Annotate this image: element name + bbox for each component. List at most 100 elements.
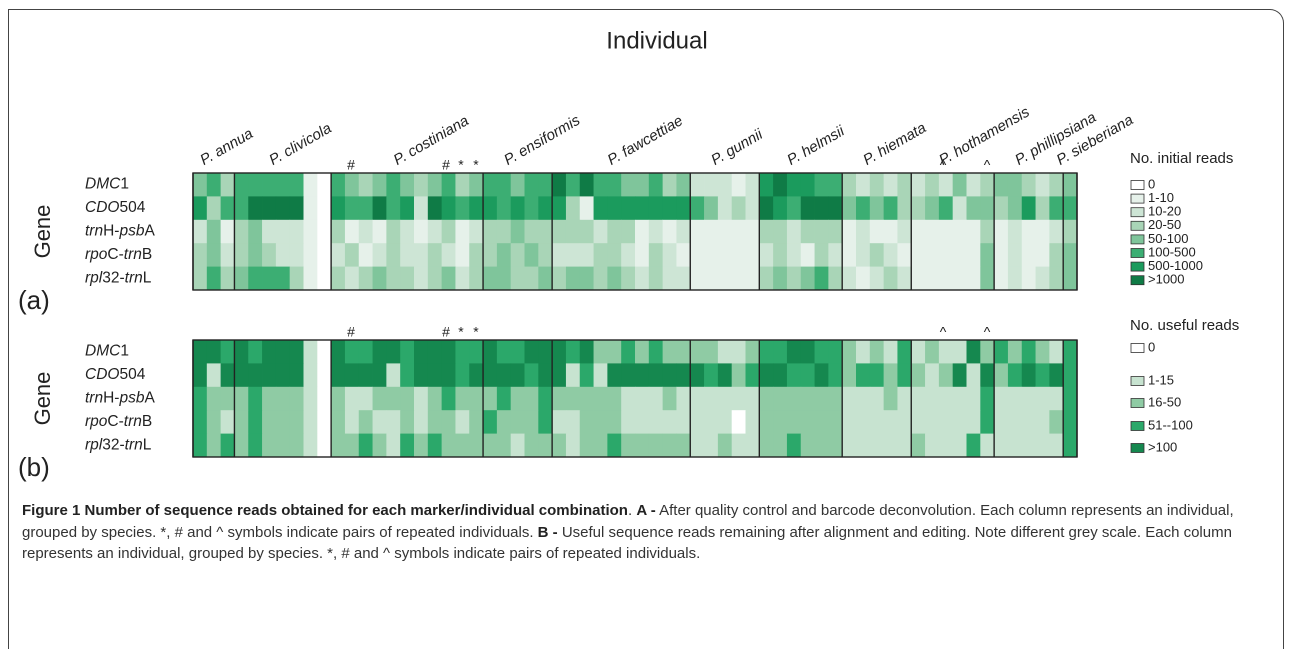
heatmap-cell — [773, 243, 788, 267]
repeat-symbol: # — [442, 157, 450, 173]
heatmap-cell — [510, 410, 525, 434]
gene-label-part: B — [142, 413, 152, 430]
heatmap-cell — [455, 386, 470, 411]
heatmap-cell — [386, 196, 401, 221]
species-label: P. helmsii — [784, 122, 848, 169]
heatmap-cell — [1049, 433, 1064, 458]
heatmap-cell — [427, 173, 443, 197]
heatmap-cell — [469, 266, 484, 291]
heatmap-cell — [1007, 266, 1023, 291]
heatmap-cell — [786, 340, 802, 364]
heatmap-cell — [593, 433, 608, 458]
heatmap-cell — [1021, 266, 1036, 291]
legend-title: No. useful reads — [1130, 317, 1239, 334]
heatmap-border — [192, 172, 1078, 291]
heatmap-cell — [331, 410, 346, 434]
heatmap-cell — [593, 243, 608, 267]
heatmap-cell — [717, 386, 733, 411]
heatmap-cell — [496, 173, 512, 197]
heatmap-cell — [1063, 410, 1078, 434]
heatmap-cell — [496, 410, 512, 434]
heatmap-cell — [538, 386, 553, 411]
heatmap-cell — [883, 363, 898, 388]
heatmap-cell — [925, 433, 940, 458]
heatmap-cell — [552, 266, 567, 291]
species-label: P. annua — [197, 125, 256, 169]
heatmap-cell — [372, 386, 387, 411]
heatmap-cell — [856, 243, 871, 267]
heatmap-cell — [786, 196, 802, 221]
heatmap-cell — [828, 433, 843, 458]
heatmap-cell — [524, 266, 539, 291]
heatmap-cell — [607, 266, 622, 291]
heatmap-cell — [717, 433, 733, 458]
heatmap-cell — [731, 340, 746, 364]
heatmap-cell — [331, 433, 346, 458]
legend-label: 50-100 — [1148, 231, 1188, 246]
gene-label: DMC1 — [85, 343, 129, 360]
heatmap-cell — [538, 243, 553, 267]
heatmap-cell — [275, 386, 291, 411]
heatmap-cell — [952, 196, 967, 221]
heatmap-cell — [690, 340, 705, 364]
heatmap-cell — [621, 243, 636, 267]
heatmap-cell — [662, 196, 677, 221]
heatmap-cell — [1021, 196, 1036, 221]
heatmap-cell — [648, 266, 664, 291]
heatmap-cell — [496, 433, 512, 458]
heatmap-cell — [193, 340, 208, 364]
heatmap-cell — [469, 433, 484, 458]
heatmap-cell — [1035, 386, 1050, 411]
heatmap-cell — [372, 219, 387, 244]
heatmap-cell — [745, 196, 760, 221]
heatmap-cell — [234, 173, 249, 197]
heatmap-cell — [510, 340, 525, 364]
heatmap-cell — [704, 340, 719, 364]
heatmap-cell — [676, 386, 691, 411]
heatmap-cell — [538, 433, 553, 458]
heatmap-cell — [206, 266, 222, 291]
heatmap-cell — [938, 363, 954, 388]
heatmap-cell — [441, 433, 456, 458]
heatmap-cell — [1035, 363, 1050, 388]
heatmap-cell — [193, 243, 208, 267]
heatmap-cell — [745, 340, 760, 364]
heatmap-cell — [607, 386, 622, 411]
heatmap-cell — [552, 340, 567, 364]
heatmap-cell — [441, 266, 456, 291]
heatmap-cell — [635, 266, 650, 291]
heatmap-cell — [856, 196, 871, 221]
heatmap-cell — [386, 173, 401, 197]
heatmap-cell — [593, 386, 608, 411]
heatmap-cell — [358, 196, 373, 221]
heatmap-cell — [648, 340, 664, 364]
heatmap-cell — [358, 433, 373, 458]
heatmap-cell — [690, 363, 705, 388]
heatmap-cell — [469, 173, 484, 197]
heatmap-cell — [786, 433, 802, 458]
heatmap-cell — [289, 219, 304, 244]
repeat-symbol: ^ — [984, 324, 991, 340]
heatmap-cell — [773, 173, 788, 197]
heatmap-cell — [469, 363, 484, 388]
gene-label-part: 32- — [102, 269, 124, 286]
heatmap-cell — [635, 340, 650, 364]
heatmap-cell — [966, 266, 981, 291]
gene-label-part: A — [144, 223, 155, 240]
gene-label: CDO504 — [85, 199, 146, 216]
heatmap-cell — [745, 433, 760, 458]
heatmap-cell — [1007, 410, 1023, 434]
heatmap-cell — [220, 243, 235, 267]
heatmap-cell — [994, 386, 1009, 411]
heatmap-cell — [1049, 243, 1064, 267]
heatmap-cell — [579, 386, 594, 411]
heatmap-cell — [635, 173, 650, 197]
heatmap-cell — [828, 386, 843, 411]
heatmap-cell — [441, 386, 456, 411]
heatmap-cell — [690, 410, 705, 434]
heatmap-cell — [911, 196, 926, 221]
heatmap-cell — [635, 433, 650, 458]
heatmap-cell — [1035, 219, 1050, 244]
heatmap-cell — [372, 363, 387, 388]
heatmap-cell — [883, 196, 898, 221]
